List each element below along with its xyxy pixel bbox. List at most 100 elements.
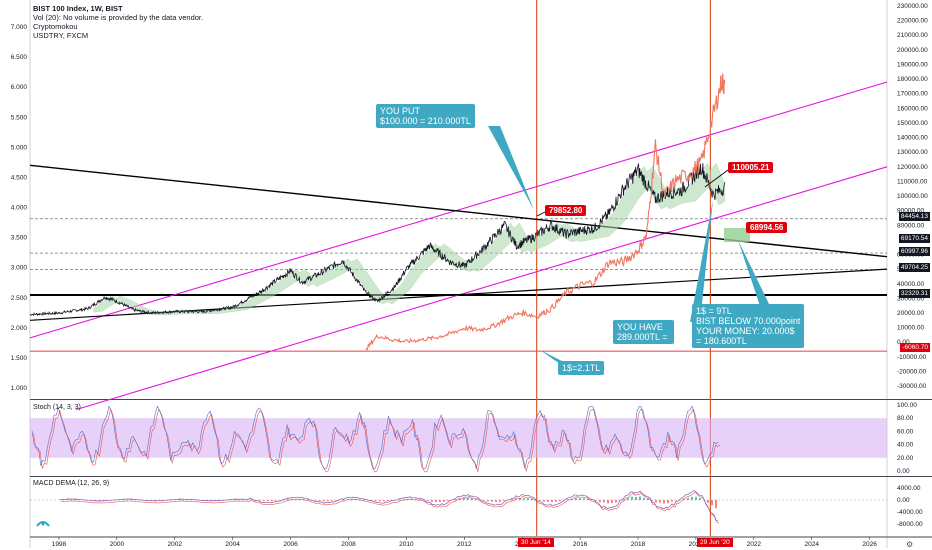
stoch-pane-label[interactable]: Stoch (14, 3, 3) bbox=[33, 404, 81, 411]
macd-axis-tick: 0.00 bbox=[897, 497, 910, 504]
x-axis-tick: 2004 bbox=[225, 541, 240, 548]
indicator-legend: Cryptomokou bbox=[33, 22, 78, 31]
x-axis-tick: 2008 bbox=[341, 541, 356, 548]
x-axis-tick: 2006 bbox=[283, 541, 298, 548]
x-axis-tick: 2000 bbox=[110, 541, 125, 548]
annotation-you-have[interactable]: YOU HAVE 289.000TL = bbox=[613, 320, 674, 344]
right-axis-tick: 180000.00 bbox=[897, 76, 928, 83]
annotation-pointer-bist-below bbox=[738, 240, 770, 306]
right-axis-tick: 110000.00 bbox=[897, 178, 928, 185]
right-axis-tick: 140000.00 bbox=[897, 135, 928, 142]
left-axis-tick: 4.000 bbox=[11, 205, 28, 212]
x-axis-tick: 2020 bbox=[689, 541, 704, 548]
right-axis-tick: 20000.00 bbox=[897, 310, 924, 317]
left-axis-tick: 7.000 bbox=[11, 24, 28, 31]
left-axis-tick: 6.000 bbox=[11, 84, 28, 91]
left-axis-tick: 2.500 bbox=[11, 295, 28, 302]
stoch-axis-tick: 80.00 bbox=[897, 415, 914, 422]
stoch-axis-tick: 0.00 bbox=[897, 468, 910, 475]
volume-legend: Vol (20): No volume is provided by the d… bbox=[33, 13, 204, 22]
macd-axis-tick: -4000.00 bbox=[897, 509, 923, 516]
stoch-axis-tick: 40.00 bbox=[897, 442, 914, 449]
right-axis-tick: 120000.00 bbox=[897, 164, 928, 171]
macd-signal-line bbox=[60, 492, 720, 524]
symbol-title[interactable]: BIST 100 Index, 1W, BIST bbox=[33, 4, 123, 13]
right-axis-tick: 150000.00 bbox=[897, 120, 928, 127]
right-axis-tick: -30000.00 bbox=[897, 383, 927, 390]
x-axis-tick: 2026 bbox=[862, 541, 877, 548]
price-label-110005[interactable]: 110005.21 bbox=[728, 162, 774, 173]
channel-lower-line bbox=[76, 166, 888, 411]
channel-upper-line bbox=[29, 81, 888, 339]
settings-gear-icon[interactable]: ⚙ bbox=[906, 540, 914, 549]
right-axis-tick: 130000.00 bbox=[897, 149, 928, 156]
right-axis-tick: 190000.00 bbox=[897, 61, 928, 68]
bist100-price-line bbox=[29, 162, 726, 317]
left-axis-tick: 5.500 bbox=[11, 114, 28, 121]
axis-marker-84454: 84454.13 bbox=[898, 212, 930, 221]
left-axis-tick: 5.000 bbox=[11, 144, 28, 151]
right-axis-tick: 210000.00 bbox=[897, 32, 928, 39]
right-axis-tick: 100000.00 bbox=[897, 193, 928, 200]
stoch-axis-tick: 20.00 bbox=[897, 455, 914, 462]
right-axis-tick: 230000.00 bbox=[897, 3, 928, 10]
x-axis-tick: 2010 bbox=[399, 541, 414, 548]
right-axis-tick: 170000.00 bbox=[897, 91, 928, 98]
macd-pane-label[interactable]: MACD DEMA (12, 26, 9) bbox=[33, 480, 110, 487]
right-axis-tick: 200000.00 bbox=[897, 47, 928, 54]
x-axis-tick: 2002 bbox=[168, 541, 183, 548]
ichimoku-cloud bbox=[93, 162, 726, 316]
axis-marker-49704: 49704.25 bbox=[898, 263, 930, 272]
left-axis-tick: 1.500 bbox=[11, 355, 28, 362]
stoch-overbought-band bbox=[30, 418, 887, 458]
left-axis-tick: 4.500 bbox=[11, 174, 28, 181]
axis-marker-69170: 69170.54 bbox=[898, 234, 930, 243]
annotation-pointer-usd bbox=[540, 350, 568, 364]
x-marker-2020: 29 Jun '20 bbox=[697, 538, 733, 547]
macd-axis-tick: 4000.00 bbox=[897, 485, 921, 492]
left-axis-tick: 1.000 bbox=[11, 385, 28, 392]
annotation-you-put[interactable]: YOU PUT $100.000 = 210.000TL bbox=[376, 104, 475, 128]
stoch-d-line bbox=[33, 408, 721, 473]
price-label-68994[interactable]: 68994.56 bbox=[746, 222, 788, 233]
x-axis-tick: 2012 bbox=[457, 541, 472, 548]
axis-marker-60997: 60997.96 bbox=[898, 247, 930, 256]
axis-marker-neg6060: -6060.70 bbox=[900, 343, 930, 352]
label-leader-110005 bbox=[704, 169, 729, 188]
price-label-79852[interactable]: 79852.80 bbox=[545, 205, 587, 216]
x-axis-tick: 2016 bbox=[573, 541, 588, 548]
right-axis-tick: 10000.00 bbox=[897, 325, 924, 332]
right-axis-tick: -10000.00 bbox=[897, 354, 927, 361]
right-axis-tick: 40000.00 bbox=[897, 281, 924, 288]
compare-symbol-legend: USDTRY, FXCM bbox=[33, 31, 89, 40]
tradingview-logo-icon[interactable] bbox=[36, 518, 50, 527]
annotation-pointer-you-put bbox=[488, 126, 534, 210]
axis-marker-32329: 32329.31 bbox=[898, 289, 930, 298]
left-axis-tick: 3.000 bbox=[11, 265, 28, 272]
annotation-bist-below[interactable]: 1$ = 9TL BIST BELOW 70.000point YOUR MON… bbox=[692, 304, 805, 348]
usdtry-line bbox=[365, 73, 726, 351]
annotation-pointer-you-have bbox=[690, 200, 713, 322]
left-axis-tick: 2.000 bbox=[11, 325, 28, 332]
right-axis-tick: 160000.00 bbox=[897, 105, 928, 112]
left-axis-tick: 3.500 bbox=[11, 235, 28, 242]
stoch-axis-tick: 100.00 bbox=[897, 402, 917, 409]
right-axis-tick: 0.00 bbox=[897, 339, 910, 346]
annotation-usd-2-1[interactable]: 1$=2.1TL bbox=[558, 361, 605, 375]
x-axis-tick: 2022 bbox=[747, 541, 762, 548]
right-axis-tick: 30000.00 bbox=[897, 295, 924, 302]
right-axis-tick: -20000.00 bbox=[897, 368, 927, 375]
right-axis-tick: 220000.00 bbox=[897, 18, 928, 25]
right-axis-tick: 80000.00 bbox=[897, 222, 924, 229]
target-zone-box bbox=[724, 228, 750, 242]
x-axis-tick: 2018 bbox=[631, 541, 646, 548]
stoch-k-line bbox=[31, 405, 719, 470]
macd-axis-tick: -8000.00 bbox=[897, 521, 923, 528]
left-axis-tick: 6.500 bbox=[11, 54, 28, 61]
chart-header: BIST 100 Index, 1W, BIST Vol (20): No vo… bbox=[33, 4, 203, 40]
x-axis-tick: 1998 bbox=[52, 541, 67, 548]
right-axis-tick: 90000.00 bbox=[897, 208, 924, 215]
stoch-axis-tick: 60.00 bbox=[897, 428, 914, 435]
